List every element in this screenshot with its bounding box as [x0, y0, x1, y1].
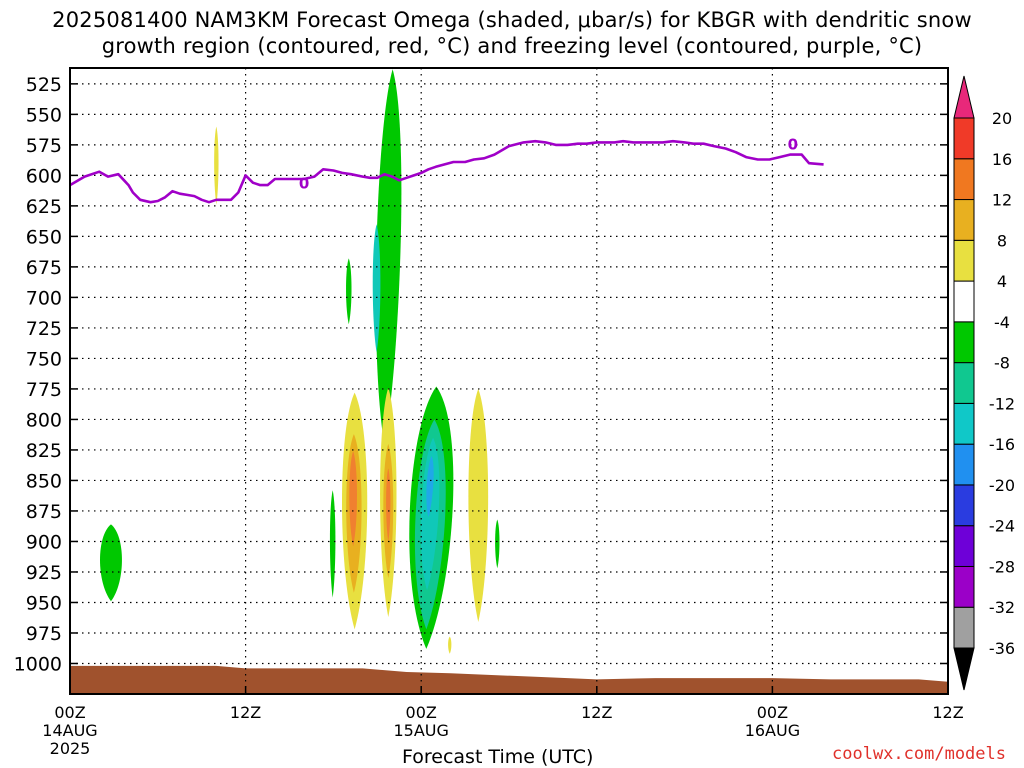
freezing-level-layer: 00	[69, 136, 824, 204]
colorbar-cell	[953, 199, 975, 241]
grid-layer	[70, 68, 948, 694]
colorbar-cell	[953, 362, 975, 404]
site-credit[interactable]: coolwx.com/models	[832, 744, 1006, 764]
chart-title-line1: 2025081400 NAM3KM Forecast Omega (shaded…	[52, 8, 972, 32]
y-tick-label: 900	[26, 531, 62, 553]
omega-yellow-plume-right	[468, 388, 489, 623]
freezing-level-label: 0	[299, 175, 309, 193]
omega-blue-core	[426, 456, 434, 518]
x-tick-label: 00Z	[757, 703, 788, 722]
y-tick-label: 950	[26, 592, 62, 614]
x-tick-label: 14AUG	[42, 721, 97, 740]
y-tick-label: 800	[26, 409, 62, 431]
colorbar-label: -32	[989, 598, 1015, 617]
omega-cyan-plume	[420, 437, 440, 591]
colorbar-cell	[953, 321, 975, 364]
x-tick-label: 12Z	[932, 703, 963, 722]
colorbar: 20 16 12 8 4 -4 -8 -12 -16 -20 -24 -28 -32 -36	[953, 75, 1015, 691]
colorbar-label: -8	[994, 354, 1010, 373]
freezing-level-line	[69, 139, 824, 204]
colorbar-label: -4	[994, 313, 1010, 332]
y-tick-label: 725	[26, 318, 62, 340]
colorbar-cell	[953, 606, 975, 649]
y-tick-label: 700	[26, 287, 62, 309]
omega-yellow-streak-upper	[214, 126, 219, 205]
plot-frame	[69, 67, 949, 695]
omega-green-streak-right	[495, 519, 500, 569]
colorbar-cell	[953, 443, 975, 486]
x-tick-label: 2025	[50, 739, 91, 758]
y-tick-label: 650	[26, 226, 62, 248]
y-tick-label: 975	[26, 623, 62, 645]
y-tick-label: 675	[26, 257, 62, 279]
colorbar-cell	[953, 117, 975, 160]
colorbar-cell	[953, 484, 975, 527]
colorbar-label: 20	[992, 109, 1012, 128]
y-tick-label: 525	[26, 74, 62, 96]
y-tick-label: 925	[26, 562, 62, 584]
x-axis-title: Forecast Time (UTC)	[402, 746, 594, 768]
terrain-fill	[70, 665, 948, 694]
x-tick-label: 12Z	[230, 703, 261, 722]
colorbar-label: -36	[989, 639, 1015, 658]
y-tick-label: 600	[26, 165, 62, 187]
y-tick-label: 775	[26, 379, 62, 401]
x-tick-label: 00Z	[406, 703, 437, 722]
y-tick-label: 550	[26, 104, 62, 126]
y-tick-label: 750	[26, 348, 62, 370]
omega-green-streak-low	[329, 490, 336, 598]
colorbar-label: -28	[989, 557, 1015, 576]
omega-deep-orange-a	[349, 451, 357, 547]
colorbar-label: 8	[997, 231, 1007, 250]
omega-deep-orange-b	[386, 468, 391, 542]
x-tick-label: 00Z	[54, 703, 85, 722]
omega-green-column	[375, 69, 402, 447]
y-tick-label: 850	[26, 470, 62, 492]
y-tick-label: 1000	[14, 653, 62, 675]
colorbar-label: -24	[989, 517, 1015, 536]
chart-title-line2: growth region (contoured, red, °C) and f…	[101, 34, 923, 58]
colorbar-label: 16	[992, 150, 1012, 169]
axes-layer: 525 550 575 600 625 650 675 700 725 750 775 800 825 8…	[14, 67, 964, 758]
omega-green-streak-mid	[346, 258, 352, 325]
colorbar-cell	[953, 525, 975, 567]
omega-yellow-speck	[448, 636, 452, 654]
colorbar-low-triangle	[953, 647, 975, 691]
omega-green-blob-left	[99, 524, 122, 602]
colorbar-label: -12	[989, 394, 1015, 413]
y-tick-label: 575	[26, 135, 62, 157]
colorbar-label: 12	[992, 191, 1012, 210]
x-tick-label: 15AUG	[393, 721, 448, 740]
y-tick-label: 625	[26, 196, 62, 218]
omega-cyan-core	[372, 224, 381, 353]
colorbar-cell	[953, 158, 975, 201]
y-tick-label: 825	[26, 440, 62, 462]
y-tick-label: 875	[26, 501, 62, 523]
freezing-level-label: 0	[788, 136, 798, 154]
colorbar-label: -20	[989, 476, 1015, 495]
colorbar-cell	[953, 565, 975, 608]
colorbar-label: 4	[997, 272, 1007, 291]
x-tick-label: 12Z	[581, 703, 612, 722]
colorbar-cell	[953, 280, 975, 323]
omega-shading-layer	[99, 69, 500, 654]
colorbar-high-triangle	[953, 75, 975, 119]
colorbar-cell	[953, 402, 975, 445]
terrain-layer	[70, 665, 948, 694]
colorbar-label: -16	[989, 435, 1015, 454]
x-tick-label: 16AUG	[745, 721, 800, 740]
colorbar-cell	[953, 239, 975, 282]
